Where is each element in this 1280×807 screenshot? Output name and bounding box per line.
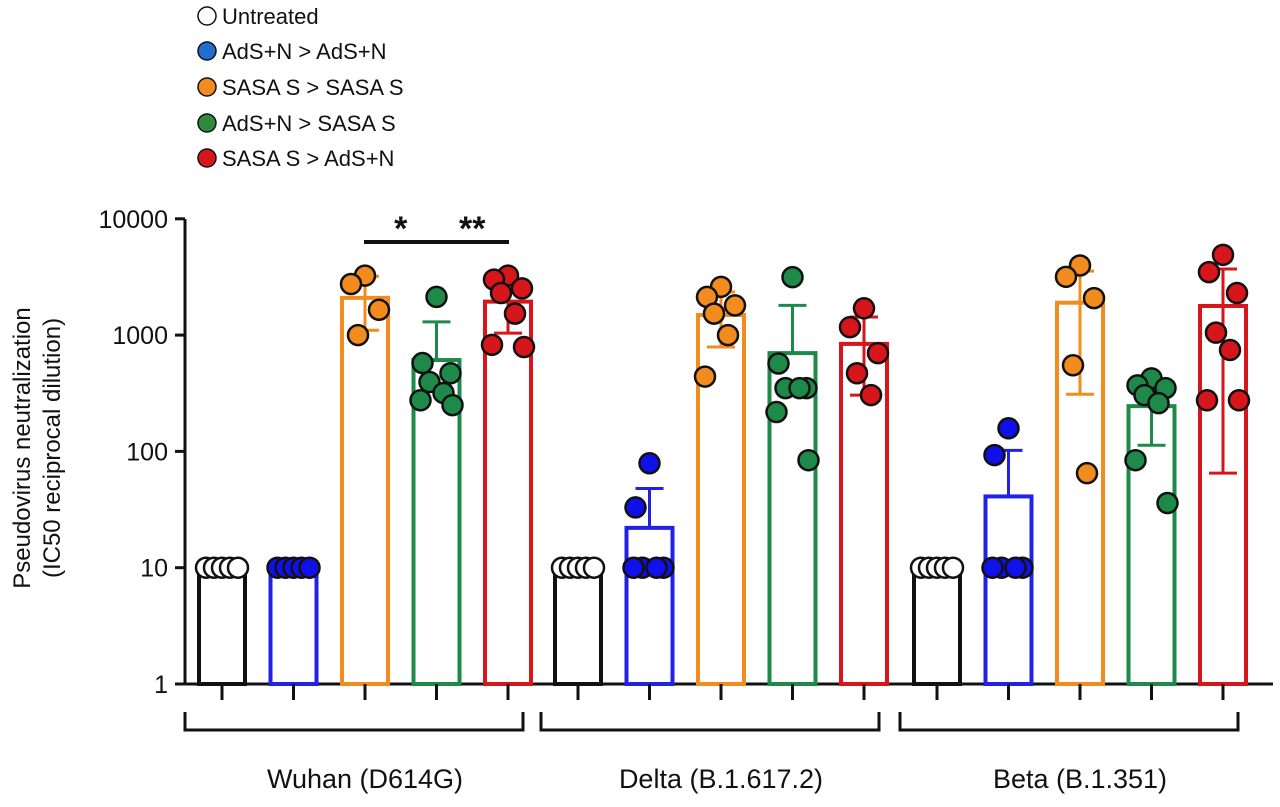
data-point	[1004, 556, 1027, 579]
data-point	[983, 443, 1006, 467]
data-point	[409, 389, 432, 412]
y-axis-label: Pseudovirus neutralization (IC50 recipro…	[9, 307, 66, 589]
data-point	[582, 556, 606, 579]
data-point	[1227, 389, 1251, 412]
group-bracket	[539, 712, 881, 732]
data-point	[480, 333, 504, 357]
data-point	[638, 452, 661, 475]
legend-marker	[197, 6, 217, 26]
data-point	[1147, 391, 1170, 415]
group-bracket	[183, 712, 525, 732]
bar	[912, 565, 962, 687]
bar	[197, 565, 247, 687]
data-point	[503, 302, 527, 325]
data-point	[1225, 281, 1249, 305]
y-axis-label-line-1: Pseudovirus neutralization	[9, 307, 36, 589]
y-axis: 1 10 100 1000 10000	[98, 206, 187, 699]
data-point	[852, 297, 876, 320]
group-label: Delta (B.1.617.2)	[619, 764, 823, 794]
group-label: Wuhan (D614G)	[267, 764, 463, 794]
data-point	[941, 556, 965, 579]
data-point	[845, 361, 869, 385]
data-point	[702, 302, 726, 325]
data-point	[367, 298, 391, 322]
y-tick-label: 10	[140, 555, 168, 583]
data-point	[624, 496, 647, 519]
data-point	[339, 272, 363, 296]
group-labels: Wuhan (D614G) Delta (B.1.617.2) Beta (B.1.…	[183, 712, 1240, 794]
data-point	[439, 361, 462, 385]
data-point	[489, 281, 513, 305]
data-point	[723, 294, 747, 317]
bar	[624, 525, 675, 686]
significance-label: **	[459, 210, 486, 248]
bar	[340, 295, 390, 686]
data-point	[838, 315, 862, 339]
legend-label: SASA S > SASA S	[222, 75, 404, 100]
data-point	[716, 323, 740, 347]
legend-marker	[197, 113, 217, 133]
legend-label: AdS+N > SASA S	[222, 111, 396, 136]
data-point	[1204, 321, 1228, 344]
bar	[553, 565, 603, 687]
data-point	[298, 556, 321, 579]
data-point	[1082, 286, 1106, 310]
data-point	[797, 448, 820, 472]
legend-marker	[197, 148, 217, 168]
data-point	[788, 376, 811, 400]
data-point	[866, 341, 890, 365]
data-point	[781, 265, 804, 289]
y-axis-label-line-2: (IC50 reciprocal dilution)	[39, 318, 66, 578]
bars: * **	[194, 210, 1251, 700]
data-point	[1156, 491, 1179, 515]
data-point	[859, 383, 883, 407]
data-point	[981, 556, 1004, 579]
significance-label: *	[394, 210, 408, 248]
y-tick-label: 1000	[112, 322, 168, 350]
bar	[483, 299, 533, 686]
legend-label: SASA S > AdS+N	[222, 146, 394, 171]
data-point	[1197, 260, 1221, 284]
data-point	[226, 556, 250, 579]
bar	[983, 494, 1034, 686]
data-point	[1075, 461, 1099, 485]
data-point	[622, 556, 645, 579]
data-point	[1195, 389, 1219, 412]
data-point	[510, 277, 534, 300]
data-point	[997, 417, 1020, 440]
data-point	[645, 556, 668, 579]
legend-marker	[197, 77, 217, 97]
bar	[1126, 404, 1177, 686]
group-bracket	[898, 712, 1240, 732]
legend: Untreated AdS+N > AdS+N SASA S > SASA S AdS…	[197, 4, 404, 171]
data-point	[1218, 338, 1242, 362]
data-point	[346, 323, 370, 347]
group-label: Beta (B.1.351)	[993, 764, 1167, 794]
legend-label: AdS+N > AdS+N	[222, 39, 387, 64]
data-point	[1124, 448, 1147, 472]
data-point	[411, 351, 434, 375]
y-tick-label: 1	[154, 671, 168, 699]
data-point	[1211, 243, 1235, 267]
data-point	[693, 365, 717, 388]
data-point	[512, 335, 536, 359]
data-point	[767, 352, 790, 375]
data-point	[1054, 265, 1078, 289]
legend-marker	[197, 41, 217, 61]
bar	[268, 565, 319, 687]
data-point	[765, 400, 788, 424]
y-tick-label: 10000	[98, 206, 168, 234]
legend-label: Untreated	[222, 4, 319, 29]
data-point	[425, 285, 448, 309]
data-point	[441, 393, 464, 417]
data-point	[1061, 354, 1085, 377]
y-tick-label: 100	[126, 438, 168, 466]
